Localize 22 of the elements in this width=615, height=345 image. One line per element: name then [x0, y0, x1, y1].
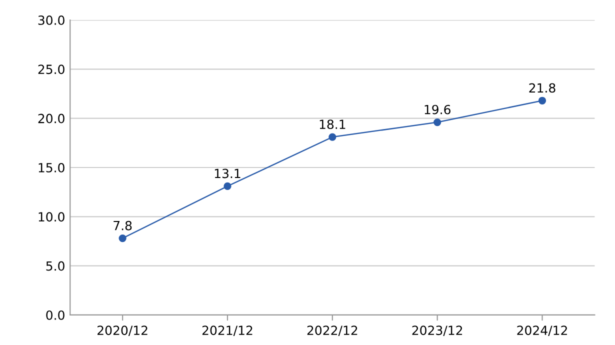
data-label: 13.1 — [214, 168, 240, 178]
y-tick-label: 10.0 — [38, 212, 64, 222]
y-tick-label: 25.0 — [38, 64, 64, 74]
point — [538, 96, 546, 104]
y-tick-label: 30.0 — [38, 15, 64, 25]
point — [434, 118, 442, 126]
x-tick-label: 2020/12 — [98, 326, 148, 336]
data-label: 21.8 — [529, 83, 556, 93]
y-tick-label: 0.0 — [46, 310, 64, 320]
x-tick-label: 2024/12 — [517, 326, 567, 336]
y-tick-label: 5.0 — [46, 261, 64, 271]
point — [328, 133, 336, 141]
point — [224, 182, 232, 190]
y-tick-label: 20.0 — [38, 114, 64, 124]
point — [118, 234, 126, 242]
x-tick-label: 2022/12 — [307, 326, 358, 336]
x-tick-label: 2021/12 — [202, 326, 252, 336]
data-label: 19.6 — [424, 104, 450, 114]
y-tick-label: 15.0 — [38, 162, 64, 172]
data-label: 18.1 — [320, 120, 346, 130]
x-tick-label: 2023/12 — [412, 326, 462, 336]
data-label: 7.8 — [114, 220, 132, 230]
